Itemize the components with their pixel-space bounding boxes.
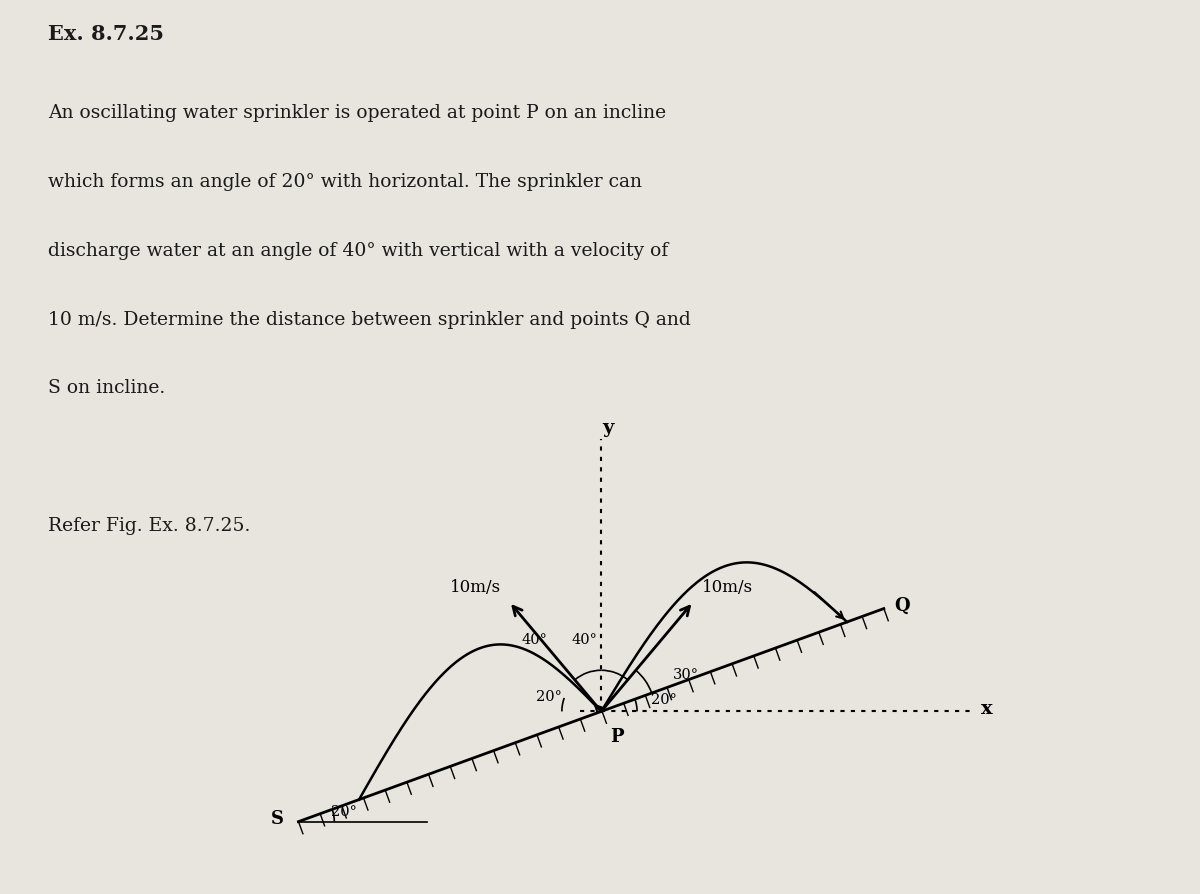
Text: Q: Q bbox=[894, 596, 911, 614]
Text: 30°: 30° bbox=[673, 668, 698, 681]
Text: 20°: 20° bbox=[331, 804, 356, 818]
Text: discharge water at an angle of 40° with vertical with a velocity of: discharge water at an angle of 40° with … bbox=[48, 241, 668, 259]
Text: y: y bbox=[602, 418, 614, 436]
Text: Ex. 8.7.25: Ex. 8.7.25 bbox=[48, 24, 164, 44]
Text: S: S bbox=[271, 809, 284, 827]
Text: 20°: 20° bbox=[536, 689, 562, 703]
Text: 10m/s: 10m/s bbox=[450, 578, 500, 595]
Text: P: P bbox=[610, 728, 624, 746]
Text: 10m/s: 10m/s bbox=[702, 578, 754, 595]
Text: S on incline.: S on incline. bbox=[48, 379, 166, 397]
Text: 40°: 40° bbox=[522, 632, 547, 645]
Text: which forms an angle of 20° with horizontal. The sprinkler can: which forms an angle of 20° with horizon… bbox=[48, 173, 642, 191]
Text: x: x bbox=[980, 699, 992, 717]
Text: 40°: 40° bbox=[572, 632, 598, 645]
Text: 20°: 20° bbox=[652, 693, 677, 706]
Text: 10 m/s. Determine the distance between sprinkler and points Q and: 10 m/s. Determine the distance between s… bbox=[48, 310, 691, 328]
Text: Refer Fig. Ex. 8.7.25.: Refer Fig. Ex. 8.7.25. bbox=[48, 517, 251, 535]
Text: An oscillating water sprinkler is operated at point P on an incline: An oscillating water sprinkler is operat… bbox=[48, 105, 666, 122]
